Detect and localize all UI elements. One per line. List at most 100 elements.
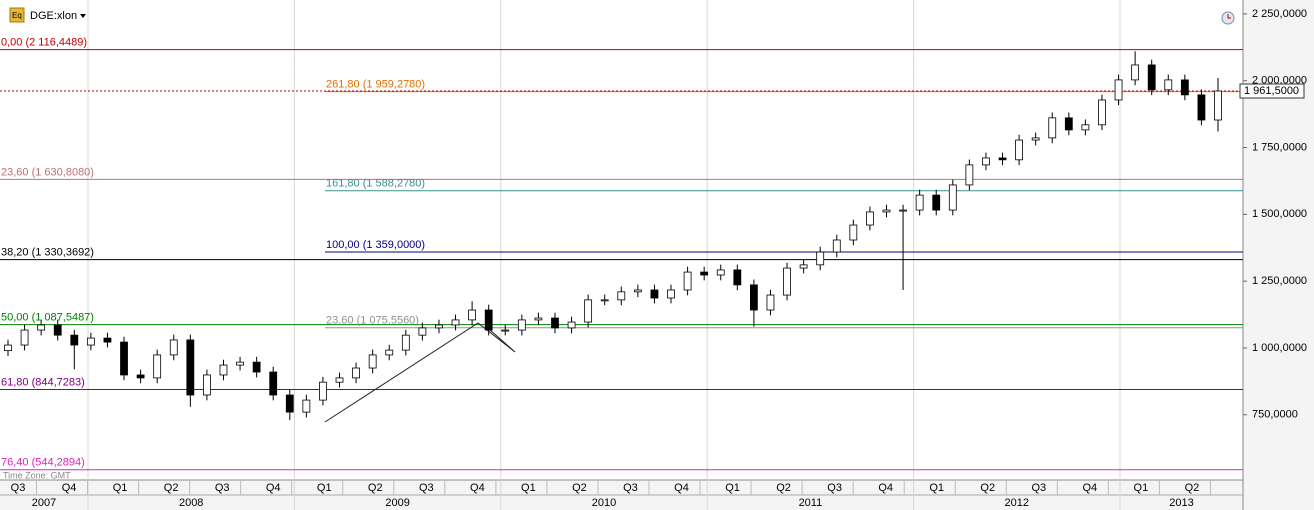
y-tick-label: 750,0000 [1252, 409, 1298, 421]
quarter-label: Q3 [215, 482, 230, 494]
candle-body [37, 324, 46, 331]
quarter-label: Q2 [1185, 482, 1200, 494]
candle-body [998, 157, 1007, 161]
year-label: 2008 [179, 497, 203, 509]
candle-body [468, 309, 477, 321]
candle-body [484, 309, 493, 331]
fib-label: 100,00 (1 359,0000) [326, 239, 425, 251]
candle-body [335, 377, 344, 383]
candle-body [633, 289, 642, 293]
candle-body [1081, 124, 1090, 131]
year-label: 2012 [1005, 497, 1029, 509]
candle-body [584, 299, 593, 323]
candle-body [236, 361, 244, 366]
candle-body [683, 271, 692, 291]
candle-body [103, 337, 112, 343]
candle-body [252, 361, 261, 373]
candle-body [501, 329, 510, 332]
fib-label: 261,80 (1 959,2780) [326, 79, 425, 91]
symbol[interactable]: DGE:xlon [30, 10, 77, 22]
candle-body [982, 157, 990, 166]
y-tick-label: 1 250,0000 [1252, 275, 1307, 287]
candle-body [451, 319, 460, 326]
candle-body [915, 194, 924, 211]
candle-body [435, 324, 443, 329]
candle-body [965, 164, 974, 186]
candle-body [1164, 79, 1173, 91]
trend-line [324, 322, 516, 423]
quarter-label: Q1 [929, 482, 944, 494]
quarter-label: Q3 [827, 482, 842, 494]
symbol-dropdown[interactable] [80, 14, 86, 18]
quarter-label: Q2 [164, 482, 179, 494]
candle-body [319, 381, 327, 401]
candle-body [153, 354, 162, 379]
symbol-icon[interactable] [9, 7, 25, 23]
candle-body [1214, 90, 1222, 121]
candle-body [1114, 79, 1123, 101]
candle-body [749, 284, 758, 311]
candle-body [600, 299, 609, 302]
quarter-label: Q4 [62, 482, 77, 494]
y-tick-label: 1 000,0000 [1252, 342, 1307, 354]
candle-body [418, 327, 427, 336]
candle-body [136, 374, 145, 379]
candle-body [617, 291, 626, 301]
candle-body [517, 319, 526, 331]
candle-body [1048, 117, 1057, 139]
candle-body [882, 209, 891, 213]
year-label: 2011 [799, 497, 823, 509]
candle-body [86, 337, 95, 346]
candle-body [401, 334, 410, 351]
candle-body [1064, 117, 1073, 131]
quarter-label: Q4 [266, 482, 281, 494]
candle-body [4, 344, 12, 352]
candle-body [1197, 94, 1206, 121]
candle-body [352, 367, 360, 379]
fib-label: 161,80 (1 588,2780) [326, 178, 425, 190]
candle-body [700, 271, 709, 276]
candle-body [650, 289, 659, 299]
candle-body [567, 321, 576, 329]
y-tick-label: 2 250,0000 [1252, 8, 1307, 20]
year-label: 2007 [32, 497, 56, 509]
symbol-icon-text: Eq [12, 11, 22, 20]
candle-body [932, 194, 941, 211]
quarter-label: Q4 [470, 482, 485, 494]
candle-body [302, 399, 311, 413]
candle-body [1015, 139, 1023, 161]
candle-body [799, 264, 808, 269]
candle-body [766, 294, 775, 311]
year-label: 2009 [385, 497, 409, 509]
quarter-label: Q2 [572, 482, 587, 494]
quarter-label: Q3 [419, 482, 434, 494]
quarter-label: Q4 [1082, 482, 1097, 494]
quarter-label: Q1 [317, 482, 332, 494]
candle-body [667, 289, 675, 299]
candle-body [1180, 79, 1189, 96]
candle-body [1098, 99, 1106, 126]
fib-label: 61,80 (844,7283) [1, 376, 85, 388]
candle-body [70, 334, 79, 346]
quarter-label: Q1 [113, 482, 128, 494]
quarter-label: Q2 [368, 482, 383, 494]
quarter-label: Q1 [521, 482, 536, 494]
candle-body [269, 371, 278, 396]
last-price-tag [1239, 83, 1305, 99]
quarter-label: Q1 [1134, 482, 1149, 494]
quarter-label: Q1 [725, 482, 740, 494]
fib-label: 23,60 (1 630,8080) [1, 166, 94, 178]
quarter-label: Q4 [878, 482, 893, 494]
candle-body [53, 324, 62, 336]
quarter-label: Q3 [1031, 482, 1046, 494]
candle-body [219, 364, 228, 376]
candle-body [716, 269, 725, 276]
quarter-label: Q4 [674, 482, 689, 494]
candle-body [203, 374, 211, 396]
candle-body [120, 341, 128, 376]
candle-body [368, 354, 377, 369]
candle-body [551, 317, 559, 329]
